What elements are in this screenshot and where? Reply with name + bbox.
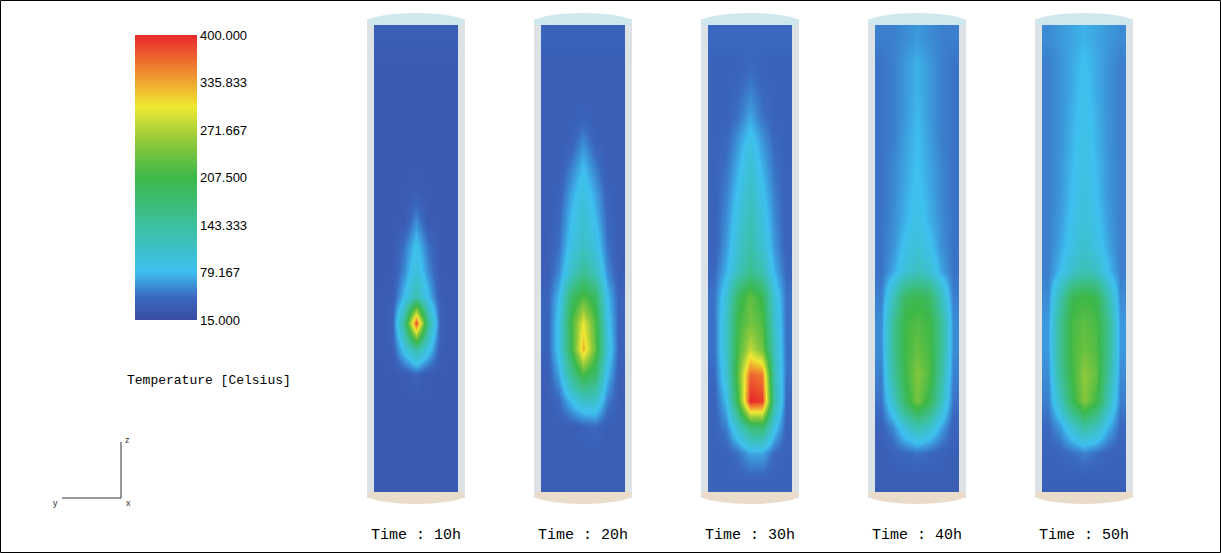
svg-text:Time : 10h: Time : 10h bbox=[371, 527, 461, 544]
svg-text:Time : 30h: Time : 30h bbox=[705, 527, 795, 544]
svg-text:x: x bbox=[126, 498, 131, 508]
svg-text:271.667: 271.667 bbox=[200, 123, 247, 138]
svg-text:y: y bbox=[53, 498, 58, 508]
svg-text:Time : 20h: Time : 20h bbox=[538, 527, 628, 544]
svg-text:143.333: 143.333 bbox=[200, 218, 247, 233]
svg-text:z: z bbox=[125, 435, 130, 445]
svg-text:207.500: 207.500 bbox=[200, 170, 247, 185]
svg-text:79.167: 79.167 bbox=[200, 265, 240, 280]
svg-text:15.000: 15.000 bbox=[200, 313, 240, 328]
svg-text:Temperature [Celsius]: Temperature [Celsius] bbox=[127, 373, 291, 388]
svg-text:400.000: 400.000 bbox=[200, 28, 247, 43]
svg-text:335.833: 335.833 bbox=[200, 75, 247, 90]
svg-text:Time : 40h: Time : 40h bbox=[872, 527, 962, 544]
svg-text:Time : 50h: Time : 50h bbox=[1039, 527, 1129, 544]
